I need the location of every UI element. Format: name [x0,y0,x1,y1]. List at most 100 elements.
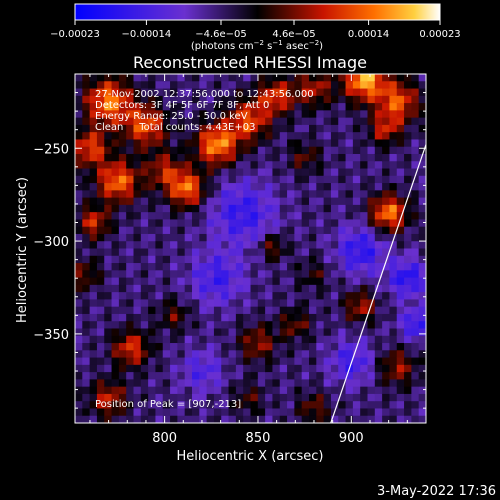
heatmap-cell [89,393,98,402]
heatmap-cell [111,117,120,126]
heatmap-cell [170,299,178,308]
heatmap-cell [148,248,157,257]
x-axis-title: Heliocentric X (arcsec) [177,449,324,464]
heatmap-cell [294,124,303,133]
heatmap-cell [170,379,178,388]
heatmap-cell [75,132,83,141]
heatmap-cell [192,103,200,111]
heatmap-cell [287,284,295,293]
heatmap-cell [75,357,83,366]
heatmap-cell [382,168,391,177]
heatmap-cell [309,124,317,133]
heatmap-cell [294,379,303,388]
heatmap-cell [316,343,325,351]
heatmap-cell [206,197,215,206]
heatmap-cell [367,153,376,162]
heatmap-cell [235,292,244,300]
heatmap-cell [104,175,113,184]
heatmap-cell [104,183,113,191]
heatmap-cell [118,313,127,322]
heatmap-cell [104,190,113,199]
heatmap-cell [75,233,83,242]
heatmap-cell [192,139,200,148]
heatmap-cell [279,124,288,133]
heatmap-cell [118,248,127,257]
heatmap-cell [404,103,412,111]
heatmap-cell [133,248,142,257]
heatmap-cell [213,343,222,351]
heatmap-cell [352,357,361,366]
heatmap-cell [126,168,135,177]
heatmap-cell [309,74,317,82]
heatmap-cell [404,117,412,126]
heatmap-cell [418,386,426,395]
heatmap-cell [257,255,266,264]
heatmap-cell [170,212,178,221]
heatmap-cell [111,95,120,104]
heatmap-cell [184,393,193,402]
heatmap-cell [126,74,135,82]
heatmap-cell [221,343,230,351]
heatmap-cell [96,350,105,359]
heatmap-cell [294,204,303,213]
heatmap-cell [177,161,186,170]
heatmap-cell [177,270,186,279]
heatmap-cell [104,284,113,293]
heatmap-cell [338,350,347,359]
heatmap-cell [309,153,317,162]
heatmap-cell [170,161,178,170]
heatmap-cell [235,95,244,104]
heatmap-cell [294,219,303,228]
heatmap-cell [265,415,274,423]
heatmap-cell [265,212,274,221]
heatmap-cell [221,146,230,155]
heatmap-cell [111,212,120,221]
heatmap-cell [374,255,383,264]
heatmap-cell [104,401,113,410]
heatmap-cell [104,313,113,322]
heatmap-cell [104,219,113,228]
heatmap-cell [111,299,120,308]
heatmap-cell [330,233,339,242]
heatmap-cell [126,183,135,191]
heatmap-cell [228,132,237,141]
heatmap-cell [243,401,252,410]
heatmap-cell [374,292,383,300]
heatmap-cell [316,393,325,402]
heatmap-cell [89,153,98,162]
heatmap-cell [184,321,193,330]
heatmap-cell [279,277,288,286]
heatmap-cell [82,321,91,330]
heatmap-cell [243,175,252,184]
heatmap-cell [279,313,288,322]
heatmap-cell [257,364,266,373]
heatmap-cell [221,292,230,300]
heatmap-cell [389,139,398,148]
heatmap-cell [126,386,135,395]
heatmap-cell [221,95,230,104]
heatmap-cell [235,139,244,148]
heatmap-cell [126,263,135,271]
heatmap-cell [148,284,157,293]
heatmap-cell [213,248,222,257]
heatmap-cell [389,74,398,82]
heatmap-cell [367,117,376,126]
heatmap-cell [265,146,274,155]
heatmap-cell [162,306,171,315]
heatmap-cell [404,233,412,242]
heatmap-cell [96,161,105,170]
heatmap-cell [279,321,288,330]
heatmap-cell [418,364,426,373]
heatmap-cell [148,197,157,206]
heatmap-cell [155,175,164,184]
heatmap-cell [374,95,383,104]
heatmap-cell [389,306,398,315]
heatmap-cell [411,132,420,141]
heatmap-cell [338,241,347,250]
heatmap-cell [155,241,164,250]
heatmap-cell [323,190,332,199]
heatmap-cell [228,255,237,264]
heatmap-cell [140,241,149,250]
heatmap-cell [140,95,149,104]
heatmap-cell [294,415,303,423]
